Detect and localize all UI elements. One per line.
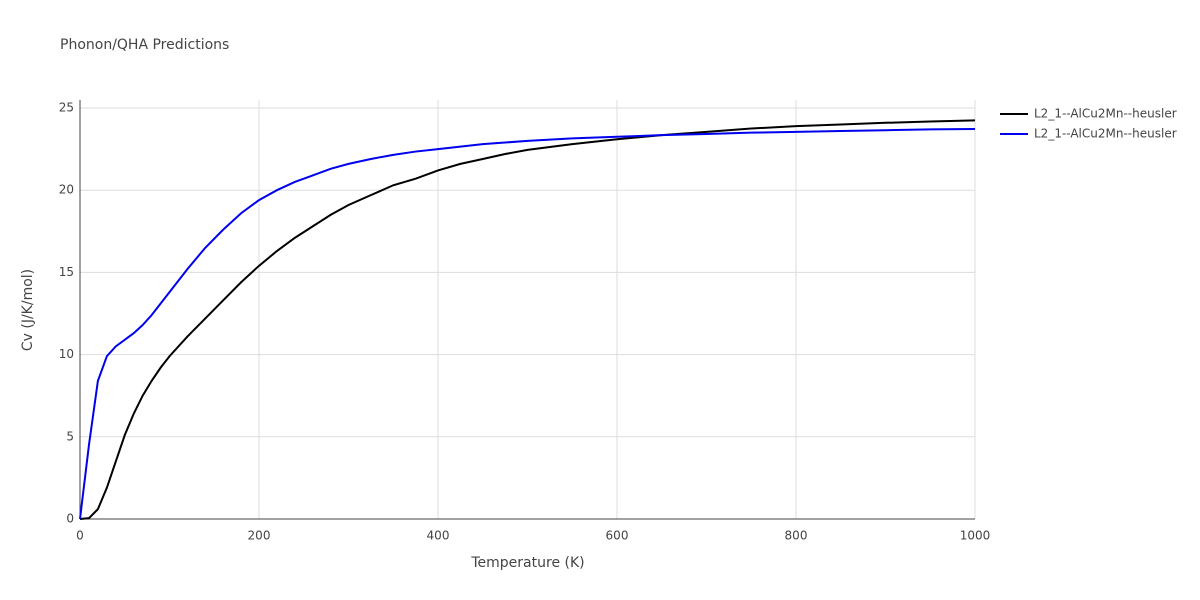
x-tick-label: 400: [427, 529, 450, 543]
y-tick-label: 0: [66, 512, 74, 526]
legend-label: L2_1--AlCu2Mn--heusler: [1034, 127, 1177, 141]
data-line: [79, 119, 976, 520]
x-tick-label: 200: [248, 529, 271, 543]
data-line: [79, 128, 976, 520]
y-tick-label: 15: [59, 265, 74, 279]
y-tick-label: 5: [66, 429, 74, 443]
legend-label: L2_1--AlCu2Mn--heusler: [1034, 107, 1177, 121]
y-tick-label: 10: [59, 347, 74, 361]
x-tick-label: 0: [76, 529, 84, 543]
x-axis-label: Temperature (K): [470, 555, 584, 571]
x-tick-label: 1000: [960, 529, 991, 543]
y-axis-label: Cv (J/K/mol): [20, 269, 36, 351]
x-tick-label: 600: [606, 529, 629, 543]
x-tick-label: 800: [785, 529, 808, 543]
chart-title: Phonon/QHA Predictions: [60, 37, 229, 53]
y-tick-label: 25: [59, 101, 74, 115]
y-tick-label: 20: [59, 183, 74, 197]
